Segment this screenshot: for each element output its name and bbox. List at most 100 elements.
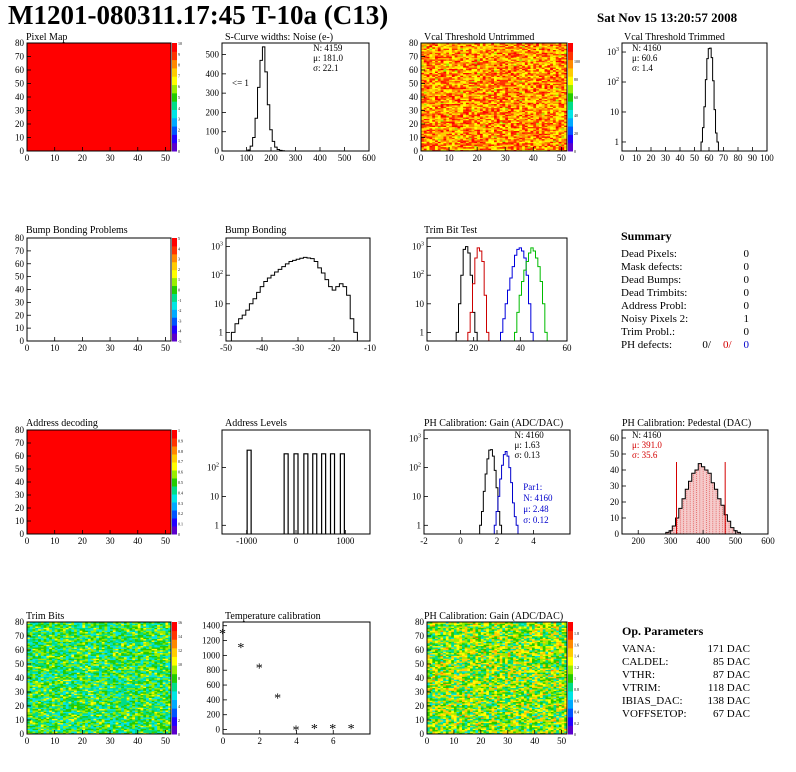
heatmap-cell [530,105,534,107]
heatmap-cell [429,86,433,88]
heatmap-cell [541,129,545,132]
palette-swatch [568,59,573,69]
heatmap-cell [423,72,427,75]
heatmap-cell [558,146,562,149]
heatmap-cell [477,102,481,105]
heatmap-cell [502,124,506,126]
heatmap-cell [449,113,453,115]
y-tick-label: 103 [211,242,223,252]
heatmap-cell [426,45,430,48]
heatmap-cell [449,134,453,137]
heatmap-cell [477,117,481,119]
histogram-peak [303,453,309,534]
heatmap-cell [530,106,534,109]
heatmap-cell [451,76,455,79]
heatmap-cell [488,148,492,150]
heatmap-cell [491,118,495,121]
heatmap-cell [479,98,484,100]
heatmap-cell [533,98,537,100]
heatmap-cell [479,75,484,78]
heatmap-cell [538,76,543,79]
heatmap-cell [446,122,450,125]
heatmap-cell [510,129,514,132]
heatmap-cell [536,105,540,107]
y-tick-label: 30 [15,106,25,116]
heatmap-cell [524,82,528,84]
heatmap-cell [421,132,425,134]
heatmap-cell [477,45,481,48]
heatmap-cell [27,697,31,700]
heatmap-cell [508,109,512,111]
heatmap-cell [502,70,506,72]
heatmap-cell [421,47,425,49]
heatmap-cell [426,138,430,141]
heatmap-cell [516,106,520,109]
heatmap-cell [522,88,526,91]
heatmap-cell [502,53,506,56]
heatmap-cell [550,82,554,84]
heatmap-cell [465,64,470,67]
heatmap-cell [552,109,557,111]
y-tick-exponent: 2 [421,270,424,276]
heatmap-cell [27,633,31,635]
heatmap-cell [488,53,492,56]
heatmap-cell [440,91,444,94]
heatmap-cell [460,86,464,88]
heatmap-cell [471,91,475,94]
heatmap-cell [485,84,489,87]
heatmap-cell [510,84,514,87]
heatmap-cell [564,128,568,130]
heatmap-cell [496,71,500,73]
heatmap-cell [437,53,441,56]
heatmap-cell [27,699,31,701]
heatmap-cell [524,134,528,137]
heatmap-cell [536,82,540,84]
heatmap-cell [32,718,36,721]
palette-tick-label: 0.3 [178,501,183,506]
heatmap-cell [491,59,495,61]
heatmap-cell [449,72,453,75]
heatmap-cell [463,57,467,60]
heatmap-cell [485,87,489,90]
heatmap-cell [516,134,520,137]
heatmap-cell [513,88,517,91]
heatmap-cell [32,678,36,680]
heatmap-cell [432,137,436,140]
heatmap-cell [555,76,559,79]
heatmap-cell [454,45,458,48]
heatmap-cell [522,59,526,61]
heatmap-cell [437,122,441,125]
heatmap-cell [465,122,470,125]
heatmap-cell [423,132,427,134]
heatmap-cell [479,113,484,115]
heatmap-cell [485,48,489,51]
x-tick-label: 300 [289,153,303,163]
heatmap-cell [555,137,559,140]
heatmap-cell [421,146,425,149]
palette-swatch [172,245,177,255]
heatmap-cell [449,87,453,90]
heatmap-cell [547,102,551,105]
heatmap-cell [474,79,478,82]
heatmap-cell [443,68,447,71]
heatmap-cell [471,142,475,145]
heatmap-cell [488,101,492,103]
heatmap-cell [477,53,481,56]
heatmap-cell [460,94,464,96]
heatmap-cell [494,121,498,123]
heatmap-cell [522,138,526,141]
heatmap-cell [426,134,430,137]
heatmap-cell [524,144,528,146]
palette-tick-label: 4 [178,106,180,111]
heatmap-cell [446,146,450,149]
heatmap-cell [451,86,455,88]
heatmap-cell [561,124,565,126]
heatmap-cell [491,110,495,113]
heatmap-cell [491,63,495,65]
heatmap-cell [547,53,551,56]
heatmap-cell [533,145,537,148]
heatmap-cell [547,87,551,90]
heatmap-cell [446,78,450,80]
palette-tick-label: 10 [178,41,182,46]
heatmap-cell [440,107,444,110]
